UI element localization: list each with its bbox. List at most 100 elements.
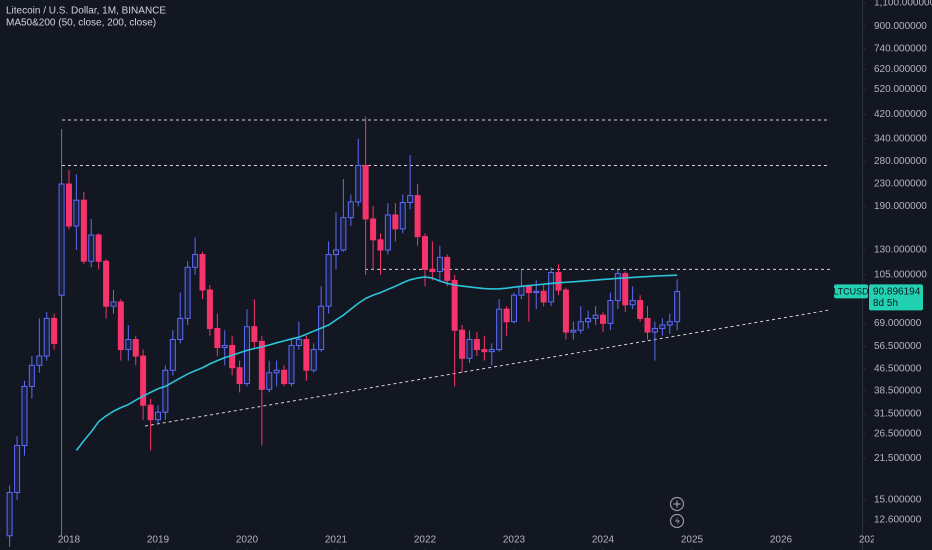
candle-body [58, 183, 65, 296]
y-tick-label: 900.000000 [874, 21, 927, 32]
candle-body [332, 249, 339, 256]
candle-body [73, 199, 80, 227]
last-price: 90.896194 [873, 287, 921, 298]
candle-body [266, 372, 273, 390]
x-tick-label: 2018 [58, 535, 81, 546]
candle-body [88, 234, 95, 262]
candle-body [281, 369, 288, 385]
candle-body [258, 340, 265, 390]
candle-body [125, 338, 132, 351]
candle-body [6, 491, 13, 537]
x-tick-label: 2019 [147, 535, 170, 546]
candle-body [147, 404, 154, 421]
candle-body [117, 301, 124, 351]
candle-body [51, 317, 58, 344]
candle-body [303, 338, 310, 371]
price-axis: 12.600000 15.000000 21.500000 26.500000 31.5… [862, 0, 932, 526]
indicator-legend: MA50&200 (50, close, 200, close) [6, 18, 156, 29]
y-tick-label: 21.500000 [874, 453, 922, 464]
candle-body [555, 272, 562, 291]
candle-body [585, 317, 592, 323]
x-tick-label: 2023 [503, 535, 526, 546]
candle-body [436, 256, 443, 272]
plot-area [6, 116, 831, 550]
candle-body [510, 294, 517, 323]
candle-body [614, 273, 621, 302]
chart-title: Litecoin / U.S. Dollar, 1M, BINANCE [6, 6, 166, 17]
candle-body [80, 199, 87, 262]
symbol-tag-box [834, 284, 868, 299]
y-tick-label: 230.000000 [874, 179, 927, 190]
y-tick-label: 520.000000 [874, 84, 927, 95]
y-tick-label: 15.000000 [874, 495, 922, 506]
y-tick-label: 130.000000 [874, 245, 927, 256]
candle-body [340, 217, 347, 251]
y-tick-label: 1,100.000000 [874, 0, 932, 9]
ma-line [75, 274, 678, 451]
add-icon[interactable] [669, 496, 685, 512]
candle-body [392, 214, 399, 230]
candle-body [36, 355, 43, 366]
candle-body [599, 314, 606, 324]
candle-body [466, 338, 473, 359]
candle-body [533, 290, 540, 294]
alert-icon[interactable] [669, 513, 685, 529]
candle-body [562, 289, 569, 333]
add-icon-glyph [673, 500, 681, 508]
candle-body [644, 317, 651, 333]
candle-body [288, 344, 295, 385]
countdown: 8d 5h [873, 298, 898, 309]
candle-body [577, 321, 584, 331]
candle-body [103, 260, 110, 307]
price-axis-panel [862, 0, 932, 550]
candle-body [592, 314, 599, 319]
candle-body [451, 279, 458, 331]
candle-body [629, 300, 636, 306]
candle-body [674, 290, 681, 323]
candle-body [140, 355, 147, 406]
y-tick-label: 69.000000 [874, 318, 922, 329]
candle-body [65, 183, 72, 227]
x-tick-label: 2022 [414, 535, 437, 546]
candle-body [399, 202, 406, 230]
candle-body [251, 326, 258, 342]
candle-body [459, 329, 466, 359]
y-tick-label: 56.500000 [874, 341, 922, 352]
trend-line [144, 309, 831, 427]
candle-body [370, 218, 377, 241]
candle-body [132, 338, 139, 357]
y-tick-label: 46.500000 [874, 364, 922, 375]
candle-body [503, 308, 510, 323]
candle-body [525, 285, 532, 294]
symbol-tag: LTCUSD [833, 286, 869, 296]
candle-body [154, 411, 161, 421]
candle-body [28, 364, 35, 387]
x-tick-label: 2026 [770, 535, 793, 546]
candle-body [273, 369, 280, 374]
candle-body [214, 327, 221, 348]
candle-body [570, 329, 577, 333]
candle-body [473, 338, 480, 351]
candle-body [496, 308, 503, 351]
candle-body [206, 289, 213, 329]
x-tick-label: 2025 [681, 535, 704, 546]
candle-body [243, 326, 250, 385]
candle-body [607, 300, 614, 324]
candle-body [43, 317, 50, 357]
candle-body [429, 268, 436, 272]
candle-body [21, 385, 28, 447]
candle-body [295, 338, 302, 346]
candle-body [355, 164, 362, 203]
y-tick-label: 105.000000 [874, 269, 927, 280]
candle-body [488, 349, 495, 353]
candle-body [651, 327, 658, 333]
candle-body [421, 236, 428, 270]
candle-body [518, 285, 525, 296]
y-tick-label: 340.000000 [874, 133, 927, 144]
y-tick-label: 280.000000 [874, 156, 927, 167]
toolbar-icons[interactable] [669, 496, 685, 529]
